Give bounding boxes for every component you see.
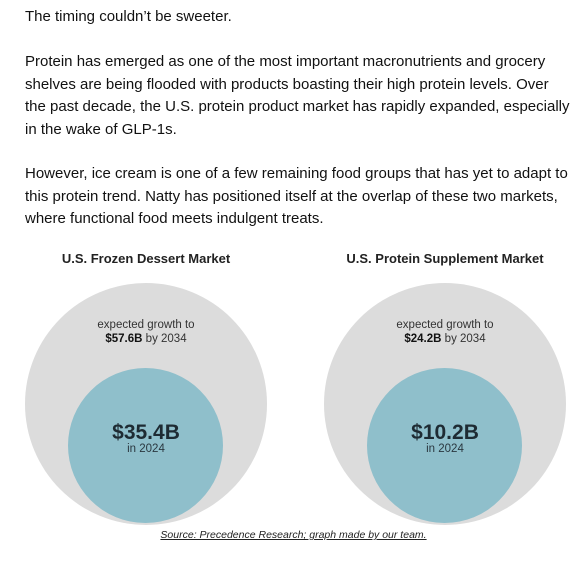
paragraph: However, ice cream is one of a few remai…	[25, 165, 568, 227]
current-value: $10.2B	[411, 421, 479, 444]
inner-circle	[68, 368, 223, 523]
current-year: in 2024	[127, 443, 165, 455]
current-year: in 2024	[426, 443, 464, 455]
inner-circle	[367, 368, 522, 523]
current-value: $35.4B	[112, 421, 180, 444]
growth-year: by 2034	[145, 333, 187, 345]
growth-value: $57.6B	[105, 333, 143, 345]
growth-label: expected growth to	[396, 319, 494, 331]
growth-value-line: $24.2B by 2034	[325, 332, 565, 346]
paragraph: The timing couldn’t be sweeter.	[25, 8, 232, 25]
source: Source: Precedence Research; graph made …	[160, 529, 427, 541]
growth-value: $24.2B	[404, 333, 442, 345]
paragraph: Protein has emerged as one of the most i…	[25, 53, 570, 138]
growth-label: expected growth to	[97, 319, 195, 331]
chart-title: U.S. Protein Supplement Market	[346, 251, 544, 266]
growth-value-line: $57.6B by 2034	[26, 332, 266, 346]
chart-title: U.S. Frozen Dessert Market	[61, 251, 231, 266]
growth-year: by 2034	[444, 333, 486, 345]
